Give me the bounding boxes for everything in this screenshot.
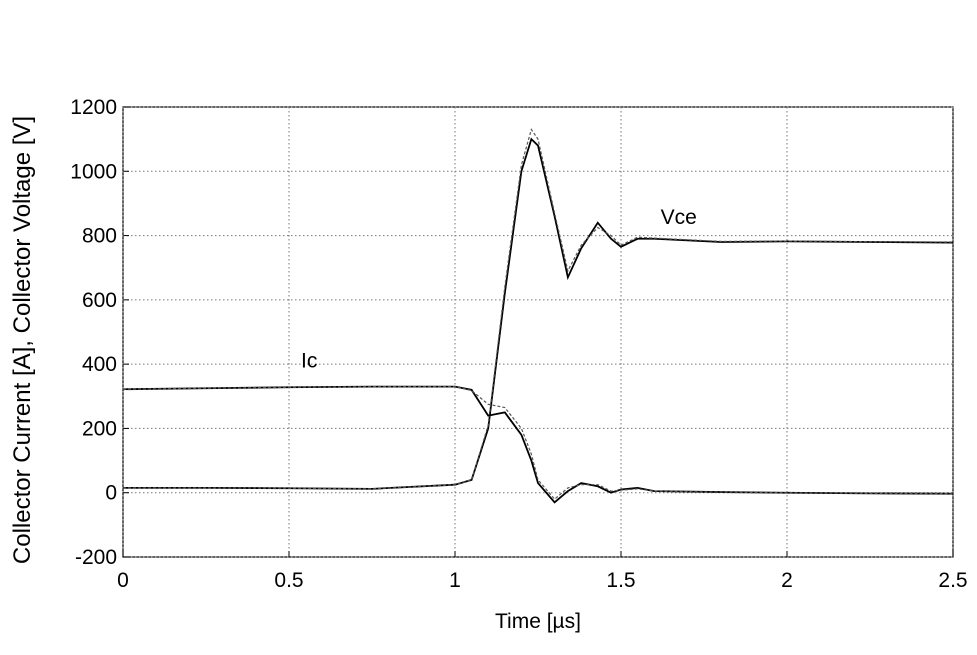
x-tick-label: 1 <box>449 569 461 592</box>
series-annotation: Vce <box>661 206 697 229</box>
y-tick-label: 800 <box>82 225 117 248</box>
y-tick-label: 0 <box>105 482 117 505</box>
y-tick-label: 200 <box>82 417 117 440</box>
series-line <box>123 137 954 490</box>
y-tick-label: 1200 <box>70 96 117 119</box>
y-tick-label: -200 <box>75 546 117 569</box>
y-tick-label: 1000 <box>70 160 117 183</box>
series-line <box>122 386 954 500</box>
x-axis-label: Time [µs] <box>495 610 581 633</box>
x-tick-label: 1.5 <box>606 569 635 592</box>
y-tick-label: 600 <box>82 289 117 312</box>
x-tick-label: 2 <box>781 569 793 592</box>
series-line <box>122 385 954 504</box>
y-axis-label: Collector Current [A], Collector Voltage… <box>9 116 36 564</box>
series-line <box>123 128 954 490</box>
x-tick-label: 0.5 <box>274 569 303 592</box>
x-tick-label: 0 <box>117 569 129 592</box>
plot-frame <box>122 106 954 558</box>
series-annotation: Ic <box>301 349 317 372</box>
x-tick-label: 2.5 <box>938 569 967 592</box>
y-tick-label: 400 <box>82 353 117 376</box>
